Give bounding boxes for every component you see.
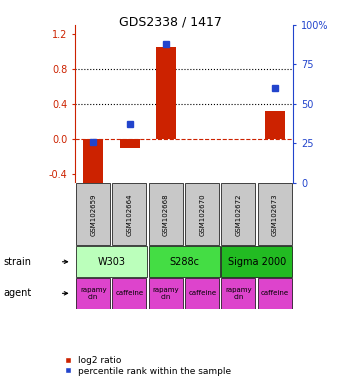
Text: agent: agent — [3, 288, 32, 298]
Text: caffeine: caffeine — [116, 290, 144, 296]
Text: rapamy
cin: rapamy cin — [153, 287, 179, 300]
Text: GSM102659: GSM102659 — [90, 193, 96, 236]
Text: caffeine: caffeine — [261, 290, 289, 296]
Bar — [120, 139, 139, 148]
FancyBboxPatch shape — [76, 246, 147, 277]
Text: rapamy
cin: rapamy cin — [225, 287, 252, 300]
Text: GSM102673: GSM102673 — [272, 193, 278, 236]
FancyBboxPatch shape — [221, 278, 255, 309]
FancyBboxPatch shape — [149, 246, 220, 277]
Text: Sigma 2000: Sigma 2000 — [228, 257, 286, 267]
FancyBboxPatch shape — [185, 184, 219, 245]
Text: GSM102664: GSM102664 — [127, 193, 133, 236]
Text: GSM102670: GSM102670 — [199, 193, 205, 236]
FancyBboxPatch shape — [76, 278, 110, 309]
FancyBboxPatch shape — [221, 246, 292, 277]
FancyBboxPatch shape — [149, 184, 183, 245]
Bar — [156, 47, 176, 139]
FancyBboxPatch shape — [149, 278, 183, 309]
Bar — [83, 139, 103, 185]
FancyBboxPatch shape — [112, 184, 146, 245]
FancyBboxPatch shape — [76, 184, 110, 245]
FancyBboxPatch shape — [112, 278, 146, 309]
Text: rapamy
cin: rapamy cin — [80, 287, 106, 300]
FancyBboxPatch shape — [258, 184, 292, 245]
Text: GDS2338 / 1417: GDS2338 / 1417 — [119, 15, 222, 28]
Text: caffeine: caffeine — [188, 290, 217, 296]
Legend: log2 ratio, percentile rank within the sample: log2 ratio, percentile rank within the s… — [66, 356, 231, 376]
FancyBboxPatch shape — [185, 278, 219, 309]
FancyBboxPatch shape — [221, 184, 255, 245]
FancyBboxPatch shape — [258, 278, 292, 309]
Text: GSM102672: GSM102672 — [236, 193, 242, 236]
Text: W303: W303 — [98, 257, 125, 267]
Text: GSM102668: GSM102668 — [163, 193, 169, 236]
Text: S288c: S288c — [169, 257, 199, 267]
Text: strain: strain — [3, 257, 31, 267]
Bar — [265, 111, 285, 139]
